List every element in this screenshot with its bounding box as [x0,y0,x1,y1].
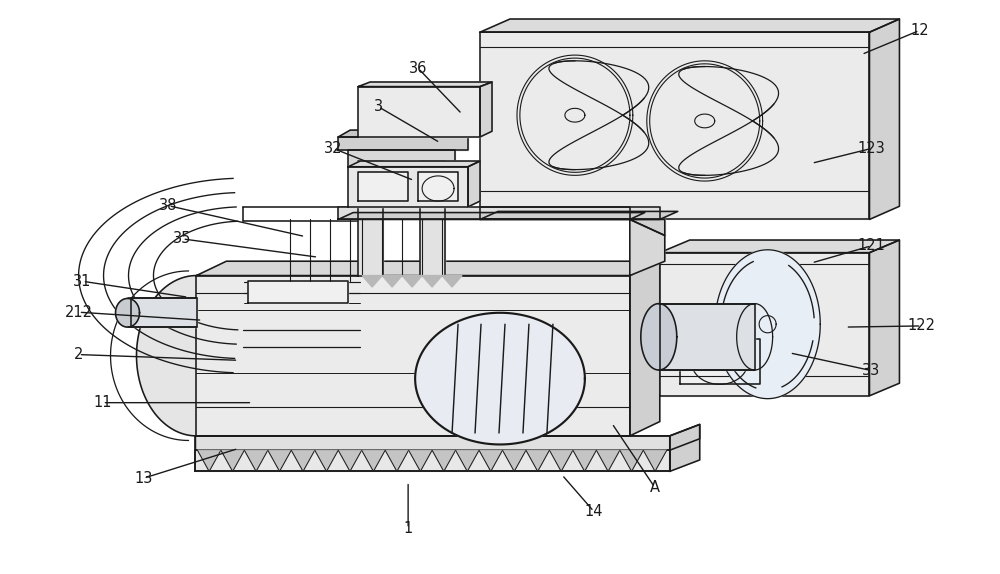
Polygon shape [422,276,442,287]
Polygon shape [291,450,315,471]
Polygon shape [660,253,869,396]
Polygon shape [315,450,338,471]
Polygon shape [131,298,197,327]
Polygon shape [248,281,348,303]
Polygon shape [869,19,899,219]
Text: 33: 33 [862,363,881,378]
Polygon shape [385,450,409,471]
Polygon shape [432,450,456,471]
Polygon shape [456,450,479,471]
Polygon shape [660,304,755,370]
Polygon shape [442,276,462,287]
Polygon shape [268,450,291,471]
Text: 123: 123 [858,141,885,156]
Polygon shape [348,167,468,207]
Polygon shape [195,450,670,471]
Polygon shape [549,450,573,471]
Polygon shape [480,32,869,219]
Polygon shape [596,450,620,471]
Text: A: A [650,480,660,495]
Polygon shape [869,240,899,396]
Polygon shape [362,276,382,287]
Polygon shape [358,161,383,276]
Polygon shape [348,161,480,167]
Text: 35: 35 [173,231,192,246]
Polygon shape [358,172,408,201]
Polygon shape [630,219,665,235]
Polygon shape [338,212,645,219]
Polygon shape [680,339,760,385]
Polygon shape [338,137,468,150]
Polygon shape [358,82,492,87]
Text: 13: 13 [134,471,153,486]
Polygon shape [409,450,432,471]
Polygon shape [670,424,700,471]
Polygon shape [195,424,700,450]
Polygon shape [348,150,455,167]
Text: 14: 14 [585,504,603,519]
Polygon shape [468,161,480,207]
Text: 1: 1 [404,521,413,536]
Polygon shape [480,207,660,219]
Polygon shape [480,19,899,32]
Polygon shape [358,87,480,137]
Polygon shape [244,450,268,471]
Polygon shape [715,250,820,399]
Polygon shape [196,276,630,436]
Polygon shape [402,276,422,287]
Polygon shape [480,211,678,219]
Text: 2: 2 [74,347,83,362]
Polygon shape [479,450,502,471]
Polygon shape [362,450,385,471]
Polygon shape [415,313,585,444]
Polygon shape [338,130,480,137]
Polygon shape [620,450,643,471]
Polygon shape [221,450,244,471]
Polygon shape [660,240,899,253]
Polygon shape [573,450,596,471]
Polygon shape [382,276,402,287]
Text: 121: 121 [858,238,885,253]
Polygon shape [643,450,667,471]
Text: 3: 3 [374,99,383,114]
Polygon shape [526,450,549,471]
Text: 11: 11 [93,395,112,410]
Polygon shape [502,450,526,471]
Polygon shape [420,161,445,276]
Polygon shape [197,450,221,471]
Polygon shape [338,450,362,471]
Text: 212: 212 [65,305,93,320]
Polygon shape [196,261,660,276]
Polygon shape [641,304,677,370]
Polygon shape [116,298,140,327]
Text: 12: 12 [910,23,929,38]
Polygon shape [630,219,665,276]
Polygon shape [338,207,630,219]
Text: 31: 31 [73,274,92,289]
Polygon shape [630,261,660,436]
Polygon shape [480,82,492,137]
Text: 36: 36 [409,61,427,76]
Text: 122: 122 [907,319,935,333]
Text: 32: 32 [324,141,342,156]
Text: 38: 38 [159,198,178,213]
Polygon shape [137,276,196,436]
Polygon shape [418,172,458,201]
